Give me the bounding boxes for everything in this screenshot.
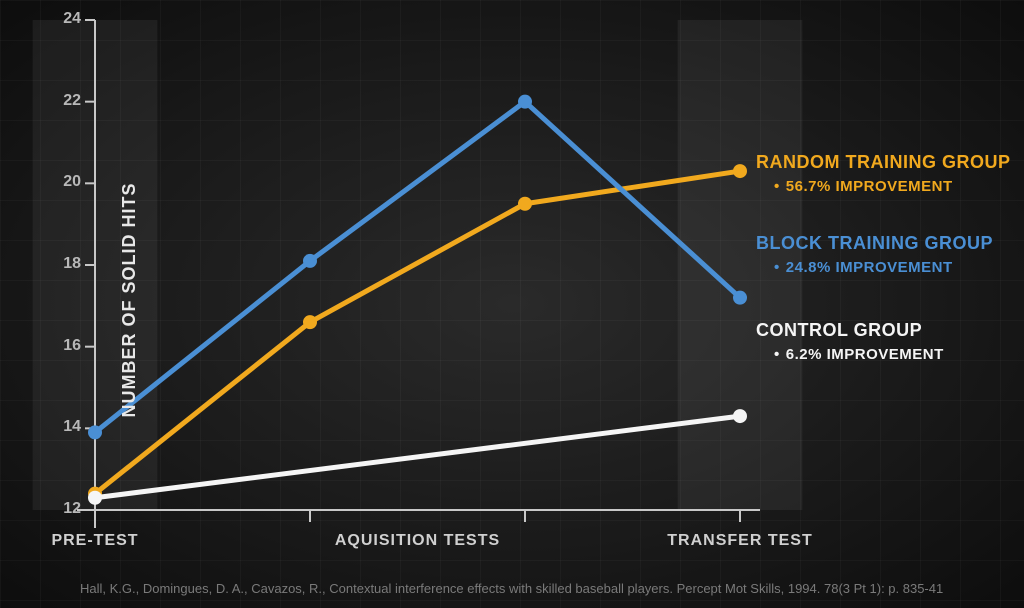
y-tick: 20 (51, 173, 81, 191)
y-tick: 14 (51, 418, 81, 436)
y-axis-label: NUMBER OF SOLID HITS (119, 183, 140, 418)
y-tick: 18 (51, 255, 81, 273)
series-label: CONTROL GROUP (756, 320, 922, 341)
x-tick: TRANSFER TEST (640, 532, 840, 550)
y-tick: 12 (51, 500, 81, 518)
series-label: BLOCK TRAINING GROUP (756, 233, 993, 254)
chart: NUMBER OF SOLID HITS Hall, K.G., Domingu… (0, 0, 1024, 608)
y-tick: 22 (51, 92, 81, 110)
series-label: RANDOM TRAINING GROUP (756, 152, 1011, 173)
citation-text: Hall, K.G., Domingues, D. A., Cavazos, R… (80, 581, 984, 596)
series-improvement: •56.7% IMPROVEMENT (774, 178, 953, 195)
y-tick: 24 (51, 10, 81, 28)
x-tick: AQUISITION TESTS (318, 532, 518, 550)
plot-svg (0, 0, 1024, 608)
x-tick: PRE-TEST (0, 532, 195, 550)
y-tick: 16 (51, 337, 81, 355)
series-improvement: •24.8% IMPROVEMENT (774, 259, 953, 276)
series-improvement: •6.2% IMPROVEMENT (774, 346, 944, 363)
